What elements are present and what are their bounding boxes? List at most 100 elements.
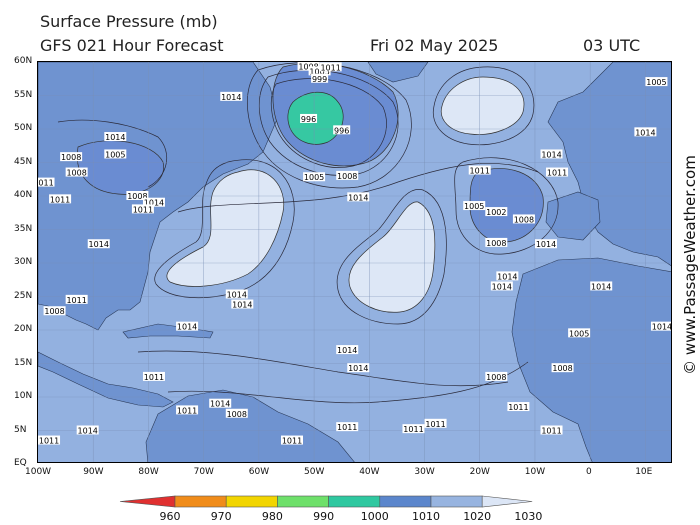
pressure-label-text: 1014 [105, 133, 125, 142]
pressure-label-text: 1008 [298, 63, 318, 72]
iberia-land [545, 191, 601, 241]
africa-land [511, 257, 671, 462]
scale-label: 1010 [412, 510, 440, 523]
pressure-label: 1008 [60, 152, 83, 162]
longitude-label: 40W [359, 467, 380, 477]
pressure-label: 1005 [308, 66, 331, 76]
pressure-label-bg [485, 207, 508, 217]
pressure-label: 1014 [634, 127, 657, 137]
pressure-label-bg [87, 239, 110, 249]
longitude-label: 20W [469, 467, 490, 477]
pressure-label: 1014 [142, 197, 165, 208]
pressure-label-bg [347, 192, 370, 202]
pressure-label-text: 1011 [337, 423, 357, 432]
pressure-label-bg [336, 422, 359, 432]
pressure-label: 1008 [43, 306, 66, 316]
latitude-label: 45N [14, 156, 33, 167]
pressure-label-bg [507, 402, 530, 412]
pressure-label-bg [645, 77, 668, 87]
pressure-label-text: 1005 [464, 202, 484, 211]
latitude-label: 5N [14, 424, 27, 435]
pressure-label-bg [650, 321, 671, 331]
pressure-label-text: 1011 [541, 427, 561, 436]
pressure-label-bg [126, 191, 149, 200]
scale-label: 1020 [463, 510, 491, 523]
pressure-label: 1008 [297, 62, 320, 72]
pressure-label: 996 [300, 113, 318, 124]
pressure-label-text: 1011 [508, 403, 528, 412]
scale-labels: 960 970 980 990 1000 1010 1020 1030 [160, 510, 543, 523]
pressure-label: 1014 [176, 321, 199, 332]
pressure-label-text: 1014 [591, 282, 611, 291]
pressure-label-bg [65, 167, 88, 177]
latitude-label: 25N [14, 290, 33, 301]
pressure-label-bg [38, 177, 55, 187]
pressure-label: 1014 [220, 91, 243, 102]
pressure-label-bg [485, 237, 508, 247]
pressure-label: 1014 [540, 149, 563, 159]
pressure-label-bg [176, 405, 199, 415]
pressure-label-bg [60, 152, 83, 162]
pressure-label: 1014 [347, 192, 370, 202]
pressure-label-bg [551, 363, 574, 373]
pressure-label-bg [336, 170, 359, 180]
pressure-label-text: 1014 [536, 240, 556, 249]
pressure-label: 1011 [38, 177, 55, 188]
pressure-label-text: 999 [312, 75, 327, 84]
pressure-label-text: 1011 [425, 420, 445, 429]
pressure-label-text: 1011 [320, 63, 340, 72]
pressure-label-bg [311, 73, 329, 83]
pressure-label-bg [402, 424, 425, 434]
pressure-label-bg [540, 149, 563, 159]
pressure-label: 1014 [650, 321, 671, 332]
latitude-label: 30N [14, 257, 33, 267]
pressure-label: 1011 [468, 165, 491, 176]
pressure-label-text: 1014 [227, 290, 247, 299]
pressure-color-scale: 960 970 980 990 1000 1010 1020 1030 [119, 495, 543, 523]
pressure-label: 1014 [347, 363, 370, 373]
longitude-label: 100W [25, 467, 52, 477]
latitude-label: 35N [14, 223, 33, 234]
high-pressure-area [440, 76, 525, 135]
pressure-label-text: 1011 [133, 205, 153, 214]
latitude-label: EQ [14, 458, 27, 468]
pressure-label-text: 1014 [89, 240, 109, 249]
scale-swatch [328, 495, 381, 508]
pressure-label: 1011 [38, 435, 61, 446]
pressure-label-text: 1008 [66, 169, 86, 178]
pressure-label: 1008 [551, 363, 574, 373]
pressure-label-text: 1002 [486, 208, 506, 217]
pressure-label: 1014 [535, 239, 557, 249]
pressure-label-text: 996 [301, 115, 316, 124]
pressure-label-bg [463, 201, 486, 211]
pressure-label-bg [634, 127, 657, 137]
pressure-label-bg [225, 408, 248, 418]
pressure-label-text: 1014 [348, 193, 368, 202]
pressure-label-bg [546, 167, 569, 177]
pressure-label-text: 1011 [50, 195, 70, 204]
pressure-label: 1014 [209, 398, 232, 409]
pressure-label: 1008 [126, 191, 149, 201]
scale-swatch [430, 495, 483, 508]
pressure-label-text: 1011 [144, 373, 164, 382]
longitude-label: 0 [586, 467, 592, 477]
scale-swatch [174, 495, 227, 508]
pressure-label: 1011 [176, 405, 199, 415]
pressure-label-bg [65, 294, 88, 304]
pressure-label-text: 1011 [282, 437, 302, 446]
pressure-label: 1014 [590, 281, 613, 291]
pressure-label: 1011 [281, 435, 303, 446]
pressure-label-text: 1011 [39, 437, 59, 446]
pressure-label-text: 1014 [635, 128, 655, 137]
scale-swatches [119, 495, 533, 508]
pressure-label: 1005 [568, 328, 591, 338]
pressure-label-bg [535, 239, 557, 249]
pressure-label-bg [142, 197, 165, 207]
pressure-label: 1011 [336, 422, 359, 432]
latitude-label: 40N [14, 190, 33, 200]
pressure-label-bg [297, 62, 320, 71]
forecast-subtitle: GFS 021 Hour Forecast [40, 36, 224, 55]
pressure-label-text: 1014 [78, 427, 98, 436]
